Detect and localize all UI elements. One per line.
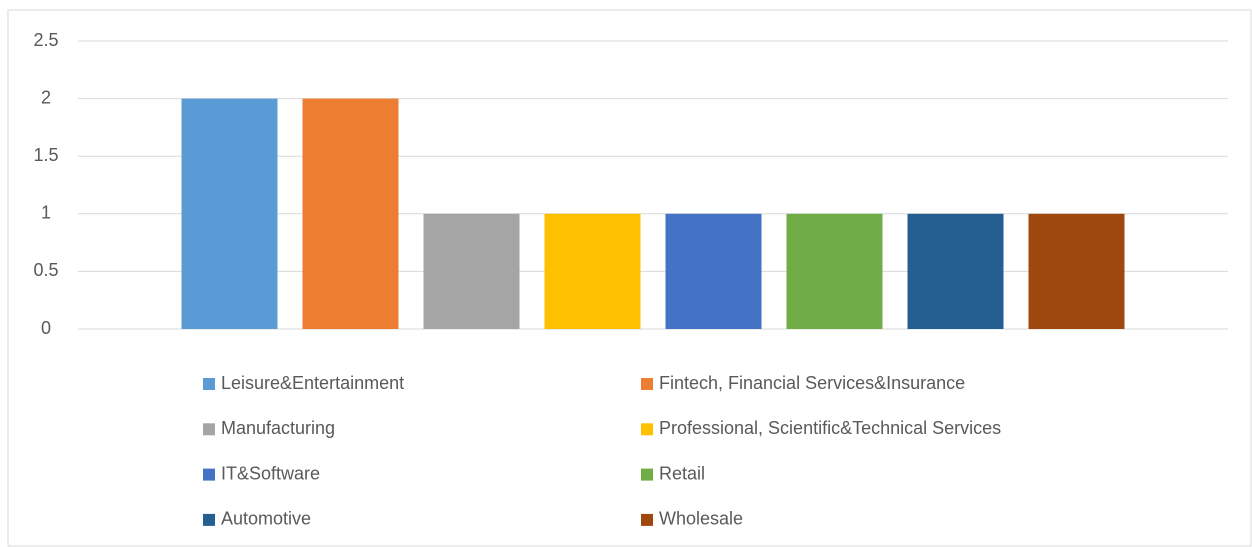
bar: [1028, 213, 1125, 329]
legend-label: Fintech, Financial Services&Insurance: [659, 373, 965, 393]
legend-swatch: [203, 513, 215, 526]
y-tick-label: 0.5: [33, 260, 58, 280]
bar: [786, 213, 883, 329]
bar: [423, 213, 520, 329]
y-tick-label: 2.5: [33, 30, 58, 50]
legend-swatch: [203, 423, 215, 436]
legend-label: Manufacturing: [221, 418, 335, 438]
legend-label: Wholesale: [659, 509, 743, 529]
bar: [665, 213, 762, 329]
bar: [302, 98, 399, 329]
legend-label: Automotive: [221, 509, 311, 529]
legend-swatch: [641, 513, 653, 526]
legend-label: IT&Software: [221, 463, 320, 483]
legend-label: Retail: [659, 463, 705, 483]
legend-swatch: [203, 378, 215, 390]
bar: [544, 213, 641, 329]
legend-swatch: [641, 468, 653, 481]
legend-swatch: [641, 423, 653, 436]
bar: [907, 213, 1004, 329]
y-tick-label: 1: [41, 203, 51, 223]
y-tick-label: 2: [41, 87, 51, 107]
legend-label: Leisure&Entertainment: [221, 373, 404, 393]
legend-label: Professional, Scientific&Technical Servi…: [659, 418, 1001, 438]
legend-swatch: [203, 468, 215, 481]
y-tick-label: 1.5: [33, 145, 58, 165]
bar: [181, 98, 278, 329]
y-tick-label: 0: [41, 318, 51, 338]
legend-swatch: [641, 378, 653, 390]
